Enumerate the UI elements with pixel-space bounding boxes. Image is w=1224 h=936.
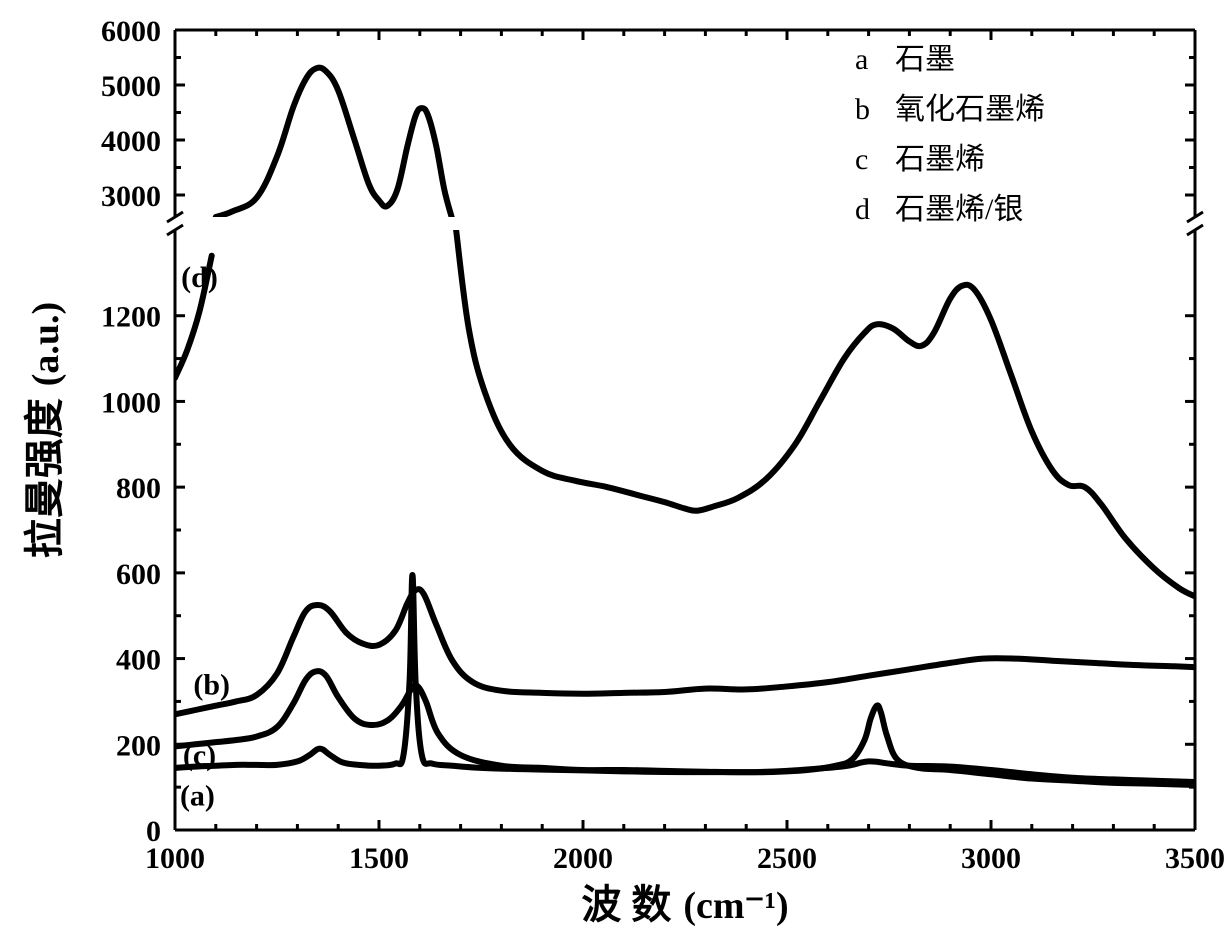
- x-tick-label: 3000: [961, 842, 1021, 875]
- y-tick-label: 3000: [101, 180, 161, 213]
- y-tick-label: 800: [116, 472, 161, 505]
- y-tick-label: 400: [116, 644, 161, 677]
- curve-d-graphene-ag-seg2: [216, 68, 452, 217]
- x-tick-label: 2000: [553, 842, 613, 875]
- y-tick-label: 0: [146, 815, 161, 848]
- legend-key-c: c: [855, 143, 868, 176]
- legend-key-b: b: [855, 93, 870, 126]
- y-tick-label: 1200: [101, 301, 161, 334]
- y-tick-label: 600: [116, 558, 161, 591]
- x-tick-label: 2500: [757, 842, 817, 875]
- legend-label-b: 氧化石墨烯: [895, 93, 1045, 126]
- y-tick-label: 200: [116, 729, 161, 762]
- series-label-d: (d): [181, 261, 218, 294]
- legend-label-c: 石墨烯: [895, 143, 985, 176]
- x-tick-label: 1500: [349, 842, 409, 875]
- series-label-b: (b): [193, 668, 230, 701]
- legend-key-a: a: [855, 43, 868, 76]
- axes-frame: [167, 30, 1203, 830]
- legend-key-d: d: [855, 193, 870, 226]
- y-axis-title: 拉曼强度(a.u.): [22, 302, 67, 558]
- y-tick-label: 1000: [101, 386, 161, 419]
- x-tick-label: 3500: [1165, 842, 1224, 875]
- curve-b-graphene-oxide: [175, 589, 1195, 714]
- legend-label-a: 石墨: [895, 43, 955, 76]
- series-label-c: (c): [183, 739, 216, 772]
- x-axis-title: 波 数(cm⁻¹): [581, 882, 788, 927]
- y-tick-label: 4000: [101, 125, 161, 158]
- curve-d-graphene-ag-seg3: [456, 230, 1195, 596]
- y-tick-label: 5000: [101, 70, 161, 103]
- legend-label-d: 石墨烯/银: [895, 193, 1023, 226]
- series-label-a: (a): [180, 780, 215, 813]
- y-tick-label: 6000: [101, 15, 161, 48]
- raman-spectrum-chart: 1000150020002500300035000200400600800100…: [0, 0, 1224, 936]
